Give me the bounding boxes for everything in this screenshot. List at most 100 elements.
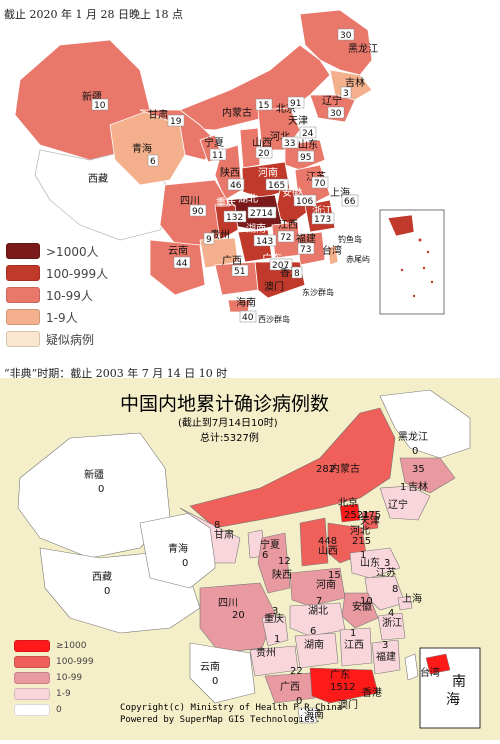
inset-islands <box>400 238 434 298</box>
map-2020-legend-item: 疑似病例 <box>6 328 108 350</box>
province-shanxi-shape <box>239 127 261 169</box>
p2-taiwan-shape <box>404 653 419 681</box>
map-2003-legend-swatch <box>14 672 50 684</box>
map-2020-legend-swatch <box>6 243 40 259</box>
map-2020-legend-item: 100-999人 <box>6 262 108 284</box>
p2-jiangsu-count: 3 <box>384 558 390 569</box>
province-liaoning-count-box <box>327 106 345 119</box>
map-2020-legend-swatch <box>6 287 40 303</box>
province-jilin-count-box <box>340 86 352 99</box>
powered-text: Powered by SuperMap GIS Technologies. <box>120 715 320 725</box>
p2-jiangxi-count: 1 <box>350 628 356 639</box>
province-guizhou-count: 9 <box>206 235 212 245</box>
province-hunan-count: 143 <box>256 237 273 247</box>
p2-jiangxi-shape <box>339 627 373 667</box>
map-2003-legend-label: 100-999 <box>56 657 94 667</box>
p2-xinjiang-name: 新疆 <box>84 468 104 481</box>
province-xizang-name: 西藏 <box>88 173 108 185</box>
province-shanxi-count-box <box>255 146 273 159</box>
map-2003: 中国内地累计确诊病例数 (截止到7月14日10时) 总计:5327例 <box>17 389 481 729</box>
province-tianjin-name: 天津 <box>288 115 308 127</box>
province-jilin-count: 3 <box>343 89 349 99</box>
p2-guangxi-shape <box>264 672 316 704</box>
p2-jilin-count: 35 <box>412 464 425 475</box>
p2-shanxi-count: 448 <box>318 536 337 547</box>
province-sichuan-count: 90 <box>192 207 204 217</box>
p2-neimenggu-count: 282 <box>316 464 335 475</box>
p2-guizhou-count: 1 <box>274 634 280 645</box>
province-sichuan-count-box <box>189 204 207 217</box>
province-shaanxi-count-box <box>227 178 245 191</box>
p2-guangdong-name: 广东 <box>330 668 350 681</box>
province-liaoning-name: 辽宁 <box>322 94 342 107</box>
map-2003-legend-item: 1-9 <box>14 686 94 702</box>
p2-zhejiang-count: 4 <box>388 608 394 619</box>
p2-tianjin-count: 175 <box>362 510 381 521</box>
map-2020-legend-item: >1000人 <box>6 240 108 262</box>
province-hainan-name: 海南 <box>236 296 256 309</box>
map-2003-title: 中国内地累计确诊病例数 <box>120 393 329 415</box>
p2-chongqing-shape <box>261 615 289 647</box>
p2-fujian-name: 福建 <box>376 650 396 663</box>
province-gansu-count-box <box>167 114 185 127</box>
province-ningxia-count: 11 <box>212 151 223 161</box>
map-2003-legend-label: ≥1000 <box>56 641 87 651</box>
p2-chongqing-count: 3 <box>272 606 278 617</box>
province-liaoning-count: 30 <box>330 109 342 119</box>
map-2003-legend-swatch <box>14 704 50 716</box>
province-neimenggu-shape <box>179 44 331 131</box>
province-shanxi-count: 20 <box>258 149 270 159</box>
p2-tianjin-name: 天津 <box>360 515 380 527</box>
p2-fujian-shape <box>371 639 401 675</box>
p2-shandong-count: 1 <box>360 550 366 561</box>
map-2003-legend-label: 1-9 <box>56 689 71 699</box>
p2-tianjin-shape <box>361 510 379 531</box>
province-xinjiang-count-box <box>91 98 109 111</box>
province-xinjiang-count: 10 <box>94 101 106 111</box>
province-shanghai-count-box <box>341 194 359 207</box>
map-2003-legend-swatch <box>14 656 50 668</box>
p2-yunnan-shape <box>189 642 256 704</box>
province-sichuan-name: 四川 <box>180 196 200 207</box>
diaoyu-label: 钓鱼岛 <box>338 234 362 244</box>
map-2020-legend-label: 疑似病例 <box>46 332 95 347</box>
map-2003-legend-label: 10-99 <box>56 673 83 683</box>
map-2003-legend-label: 0 <box>56 705 62 715</box>
province-hubei-count-box <box>247 206 277 219</box>
p2-gansu-shape <box>179 507 241 564</box>
p2-hunan-name: 湖南 <box>304 638 324 651</box>
map-2003-legend-item: ≥1000 <box>14 638 94 654</box>
province-taiwan-name: 台湾 <box>322 244 342 257</box>
map-2003-panel: 中国内地累计确诊病例数 (截止到7月14日10时) 总计:5327例 <box>0 378 500 740</box>
p2-hainan-count: 0 <box>296 696 302 707</box>
map-2003-legend: ≥1000 100-999 10-99 1-9 0 <box>14 638 94 718</box>
province-qinghai-name: 青海 <box>132 142 152 155</box>
p2-xizang-name: 西藏 <box>92 571 112 583</box>
province-shanghai-count: 66 <box>344 197 356 207</box>
province-jiangsu-count-box <box>311 176 329 189</box>
copyright-text: Copyright(c) Ministry of Health P.R.Chin… <box>120 703 342 713</box>
p2-heilongjiang-shape <box>379 389 471 459</box>
province-beijing-count: 91 <box>290 99 301 109</box>
province-fujian-count: 73 <box>300 245 311 255</box>
p2-shaanxi-name: 陕西 <box>272 568 292 581</box>
province-ningxia-name: 宁夏 <box>204 136 224 149</box>
inset-label-nan: 南 <box>452 674 466 690</box>
province-guangdong-count-box <box>269 258 293 271</box>
p2-liaoning-count: 1 <box>400 482 406 493</box>
p2-liaoning-name: 辽宁 <box>388 498 408 511</box>
p2-yunnan-count: 0 <box>212 676 218 687</box>
province-hunan-count-box <box>253 234 277 247</box>
p2-guangxi-name: 广西 <box>280 681 300 693</box>
p2-hunan-count: 6 <box>310 626 316 637</box>
p2-beijing-name: 北京 <box>338 496 358 509</box>
province-guizhou-name: 贵州 <box>210 228 230 241</box>
p2-gansu-name: 甘肃 <box>214 528 234 541</box>
province-hebei-count: 33 <box>284 139 295 149</box>
map-2020-legend-swatch <box>6 265 40 281</box>
province-zhejiang-count-box <box>311 212 335 225</box>
p2-henan-count: 15 <box>328 570 341 581</box>
province-jilin-shape <box>329 69 373 101</box>
p2-qinghai-count: 0 <box>182 558 188 569</box>
province-hunan-name: 湖南 <box>246 222 266 235</box>
